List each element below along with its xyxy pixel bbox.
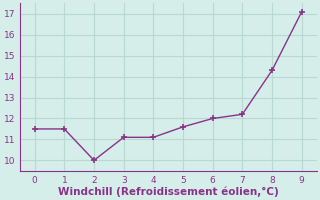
X-axis label: Windchill (Refroidissement éolien,°C): Windchill (Refroidissement éolien,°C) bbox=[58, 186, 278, 197]
